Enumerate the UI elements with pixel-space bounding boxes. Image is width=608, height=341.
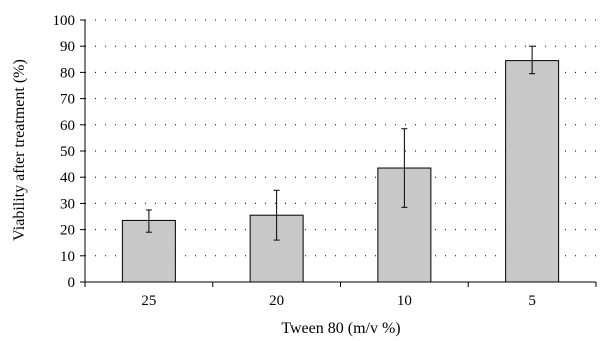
bars (121, 60, 560, 283)
y-tick-label: 50 (60, 144, 75, 160)
y-tick-label: 70 (60, 92, 75, 108)
y-axis-title: Viability after treatment (%) (11, 59, 28, 241)
x-tick-label: 10 (397, 293, 412, 309)
x-tick-label: 25 (141, 293, 156, 309)
y-tick-label: 10 (60, 249, 75, 265)
x-tick-label: 5 (528, 293, 536, 309)
y-tick-label: 30 (60, 196, 75, 212)
x-axis-title: Tween 80 (m/v %) (281, 320, 400, 337)
y-tick-label: 0 (68, 275, 76, 291)
y-tick-label: 60 (60, 118, 75, 134)
x-tick-label: 20 (269, 293, 284, 309)
x-ticks: 25 20 10 5 (84, 282, 597, 309)
y-tick-label: 100 (53, 13, 76, 29)
y-tick-label: 80 (60, 65, 75, 81)
bar (505, 60, 560, 283)
y-ticks: 0 10 20 30 40 50 60 70 80 90 100 (53, 13, 85, 291)
y-tick-label: 40 (60, 170, 75, 186)
error-bars (145, 45, 536, 241)
y-tick-label: 90 (60, 39, 75, 55)
y-tick-label: 20 (60, 223, 75, 239)
